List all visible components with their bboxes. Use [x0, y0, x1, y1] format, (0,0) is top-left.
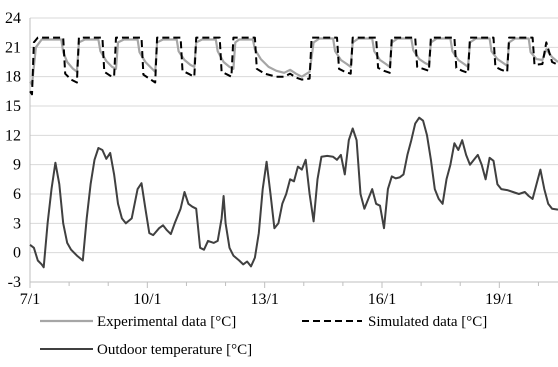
- series-line-2: [29, 36, 558, 96]
- legend-label-3: Outdoor temperature [°C]: [97, 342, 252, 358]
- y-tick-label-0: 0: [13, 245, 21, 262]
- x-tick-label-16/1: 16/1: [368, 291, 396, 308]
- y-tick-label-21: 21: [5, 39, 21, 56]
- x-tick-label-19/1: 19/1: [485, 291, 513, 308]
- x-tick-labels: 7/1 10/1 13/1 16/1 19/1: [20, 291, 514, 308]
- axes: [29, 18, 558, 288]
- y-tick-label-6: 6: [13, 186, 21, 203]
- y-tick-label-3: 3: [13, 215, 21, 232]
- legend-label-2: Simulated data [°C]: [368, 314, 487, 330]
- y-tick-label-12: 12: [5, 127, 21, 144]
- x-tick-label-10/1: 10/1: [133, 291, 161, 308]
- series-line-3: [29, 116, 558, 269]
- y-tick-label--3: -3: [8, 274, 21, 291]
- grid-lines: [30, 17, 558, 283]
- y-tick-label-18: 18: [5, 69, 21, 86]
- series-lines: [29, 36, 558, 269]
- series-line-1: [29, 37, 558, 86]
- y-tick-labels: -3 0 3 6 9 12 15 18 21 24: [5, 10, 21, 291]
- legend-label-1: Experimental data [°C]: [97, 314, 236, 330]
- y-tick-label-9: 9: [13, 157, 21, 174]
- legend: Experimental data [°C] Simulated data [°C…: [40, 314, 487, 358]
- x-tick-label-13/1: 13/1: [250, 291, 278, 308]
- x-tick-label-7/1: 7/1: [20, 291, 40, 308]
- y-tick-label-24: 24: [5, 10, 21, 27]
- y-tick-label-15: 15: [5, 98, 21, 115]
